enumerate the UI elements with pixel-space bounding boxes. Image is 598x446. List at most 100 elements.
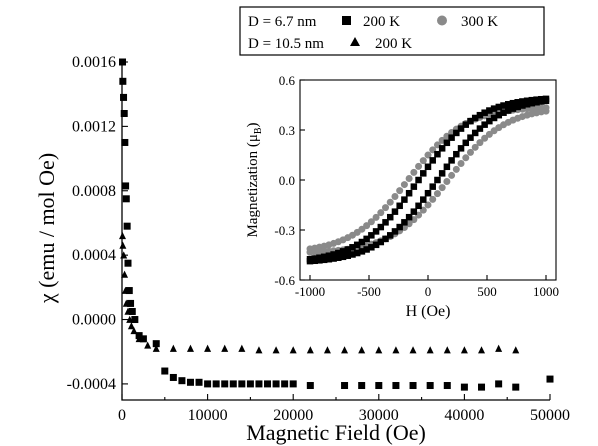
inset-point-circle [438,184,446,192]
inset-point-square [424,163,432,171]
main-point-triangle [341,346,349,354]
legend-row1-temp2: 300 K [461,14,498,30]
inset-point-square [377,223,385,231]
inset-point-square [481,109,488,116]
inset-point-square [500,102,507,109]
main-point-square [264,380,272,388]
main-point-triangle [130,326,138,335]
inset-point-square [363,235,370,243]
main-point-triangle [443,346,451,354]
inset-point-circle [410,168,418,176]
inset-point-circle [363,222,371,230]
main-point-square [272,380,280,388]
legend-triangle-marker [350,37,360,46]
main-point-square [139,335,147,343]
legend: D = 6.7 nm 200 K 300 K D = 10.5 nm 200 K [239,6,545,56]
inset-point-circle [386,198,394,206]
main-point-square [186,378,194,386]
inset-point-square [453,129,460,137]
main-point-square [246,380,254,388]
inset-point-circle [481,134,489,142]
inset-point-square [528,99,536,107]
inset-y-tick-label: 0.6 [279,73,296,88]
main-point-square [122,195,130,203]
inset-y-axis-label: Magnetization (μB) [245,122,264,237]
inset-point-square [504,101,512,108]
inset-point-square [420,196,427,203]
main-point-square [289,380,297,388]
inset-point-square [358,238,366,246]
main-point-square [161,367,169,375]
main-point-square [120,93,128,101]
main-point-square [127,299,135,307]
inset-y-tick-label: -0.6 [274,273,295,288]
main-point-triangle [358,346,366,354]
inset-point-circle [457,159,465,167]
inset-point-square [424,189,432,197]
inset-point-square [330,255,337,262]
main-point-square [341,382,349,390]
inset-point-circle [367,218,375,226]
inset-point-square [471,114,479,122]
inset-point-square [306,257,314,265]
inset-point-square [372,228,380,235]
inset-point-square [495,103,503,111]
main-point-square [119,58,127,66]
main-point-square [426,382,434,390]
inset-point-square [391,228,399,235]
main-point-triangle [120,251,128,259]
main-point-triangle [152,344,160,352]
inset-point-square [438,170,446,177]
main-point-triangle [426,346,434,354]
main-point-square [204,380,212,388]
legend-circle-marker [437,15,447,26]
inset-point-circle [415,162,423,170]
inset-x-ticks: -1000 -500 0 500 1000 [295,275,559,299]
inset-point-square [448,134,455,141]
main-point-triangle [495,344,503,352]
inset-point-circle [452,165,460,173]
inset-chart: -1000 -500 0 500 1000 -0.6 -0.3 0.0 0.3 0.6 H (O… [245,73,559,320]
main-point-square [124,259,132,267]
inset-point-square [434,176,441,184]
inset-point-square [523,101,531,108]
inset-point-square [368,232,375,239]
inset-point-square [325,252,333,259]
main-points [119,58,554,391]
inset-point-square [462,121,470,128]
inset-point-square [349,251,356,258]
main-point-triangle [221,344,229,352]
main-point-triangle [392,346,400,354]
main-point-triangle [121,286,129,294]
main-point-square [131,316,139,324]
inset-point-square [467,117,474,125]
inset-point-circle [400,181,408,189]
inset-point-square [382,219,389,226]
main-point-triangle [121,270,129,278]
inset-point-square [476,111,484,119]
main-point-square [392,382,400,390]
main-point-square [178,377,186,385]
inset-point-square [495,111,503,119]
inset-point-square [405,189,413,197]
inset-point-square [386,213,394,221]
legend-square-marker [342,16,351,25]
inset-point-square [504,107,512,114]
inset-point-square [349,244,356,251]
inset-point-circle [466,148,474,156]
inset-point-square [533,99,540,106]
inset-point-square [438,145,446,152]
inset-point-circle [382,204,390,212]
inset-point-square [462,139,470,147]
main-y-tick-label: 0.0012 [72,118,116,135]
inset-points [306,95,550,265]
main-point-square [443,382,451,390]
main-point-triangle [119,241,127,249]
inset-point-square [325,255,333,263]
main-point-square [375,382,383,390]
main-point-square [128,307,136,315]
main-point-square [495,380,503,388]
main-y-ticks: -0.0004 0.0000 0.0004 0.0008 0.0012 0.0016 [67,54,128,393]
main-point-square [221,380,229,388]
main-point-square [125,287,133,295]
